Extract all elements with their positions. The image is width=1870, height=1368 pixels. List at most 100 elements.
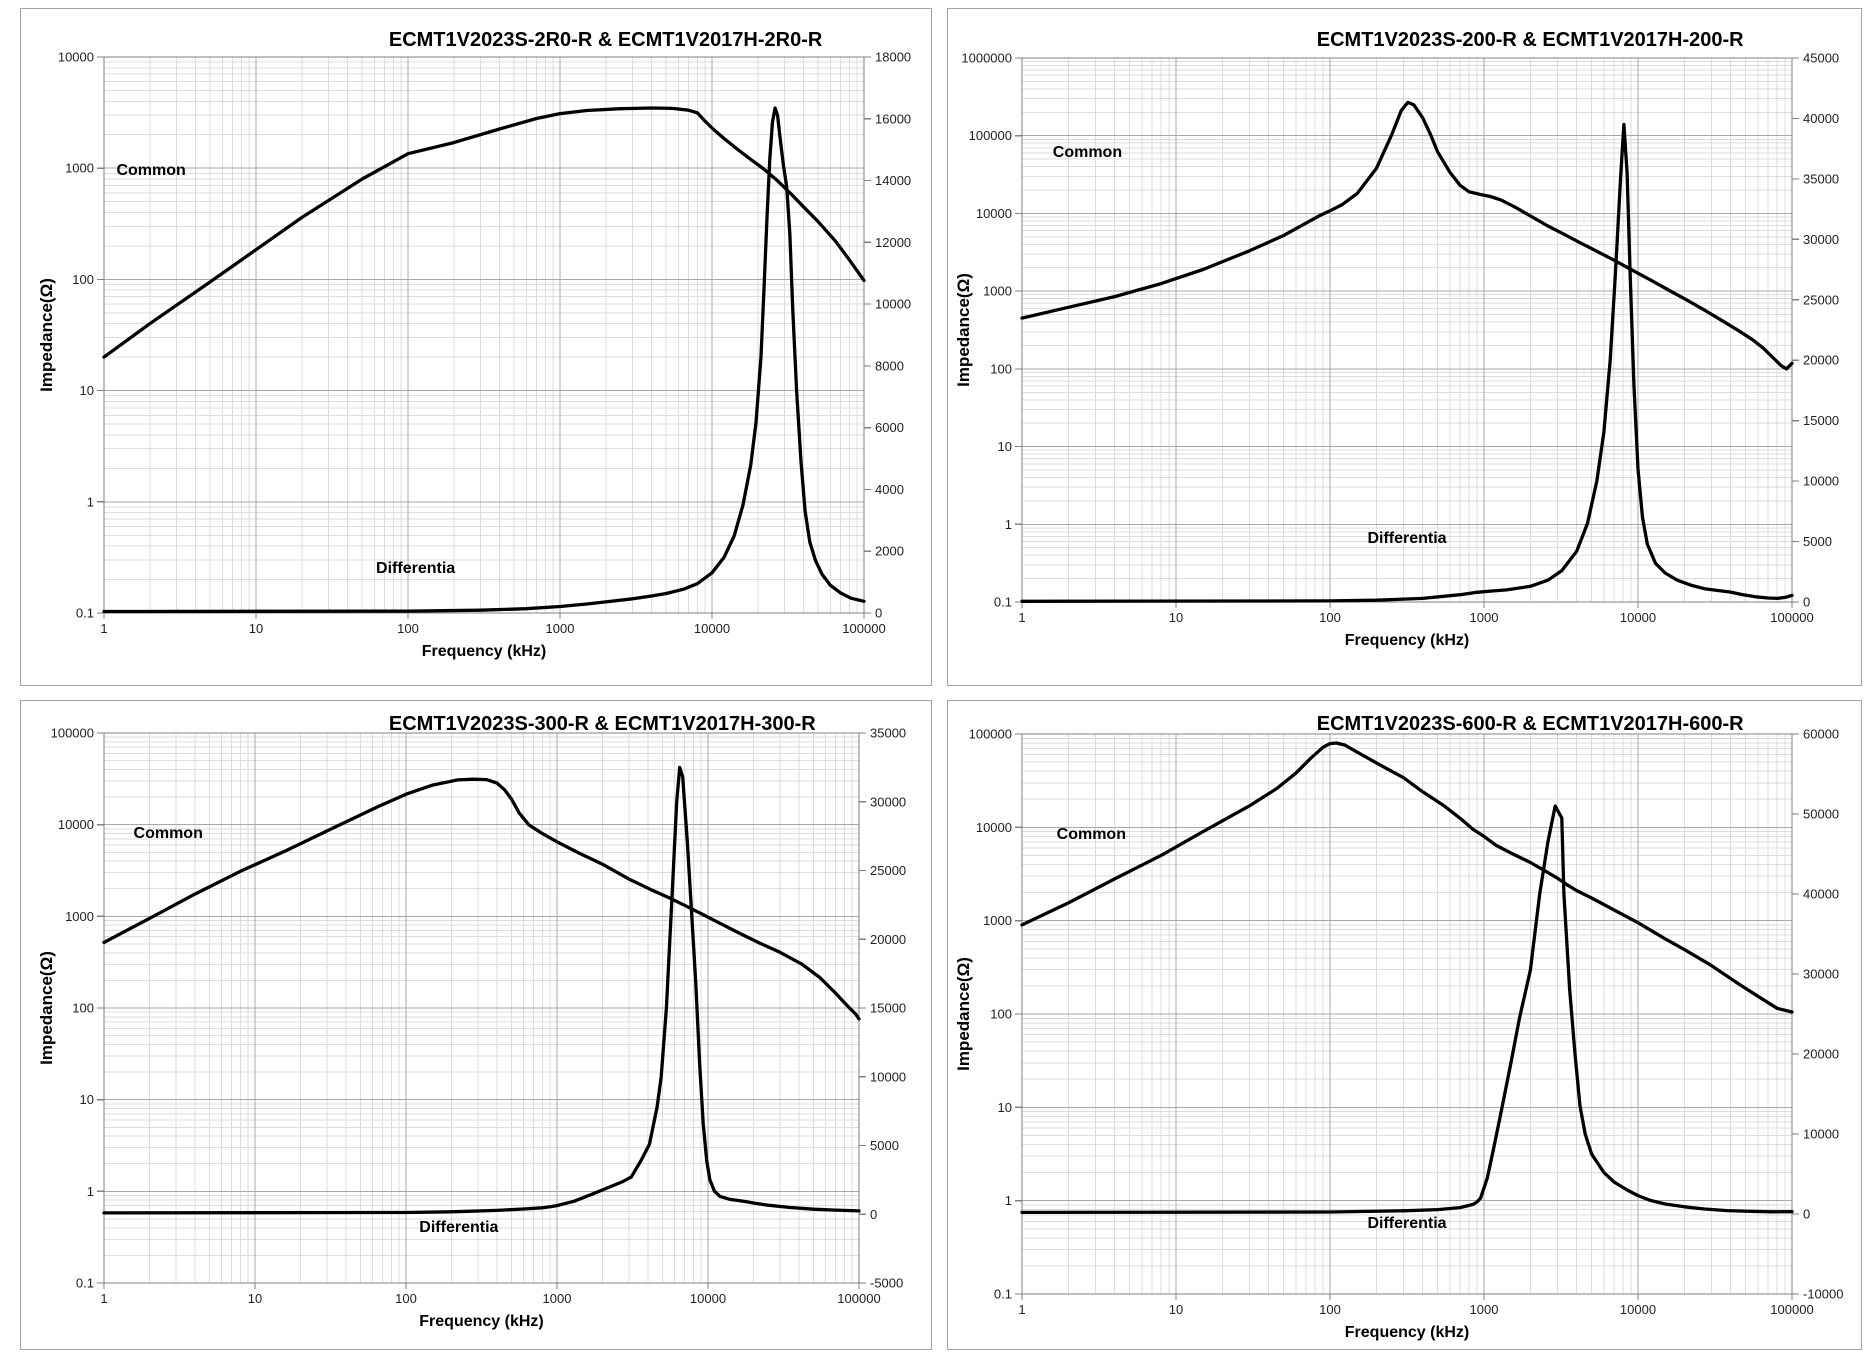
right-tick-label: 15000 — [1803, 413, 1839, 428]
chart-title: ECMT1V2023S-2R0-R & ECMT1V2017H-2R0-R — [388, 29, 823, 51]
chart-title: ECMT1V2023S-600-R & ECMT1V2017H-600-R — [1316, 713, 1744, 735]
left-tick-label: 0.1 — [994, 1287, 1012, 1302]
right-tick-label: 25000 — [1803, 292, 1839, 307]
x-tick-label: 10000 — [1620, 1302, 1656, 1317]
x-tick-label: 100 — [1319, 1302, 1341, 1317]
x-tick-label: 1000 — [1470, 610, 1499, 625]
chart-panel-2r0: 1 10 100 1000 10000 100000 10000 1000 100 10 1 0.1 1… — [20, 8, 932, 686]
left-tick-label: 100 — [72, 1001, 94, 1016]
common-curve — [102, 106, 866, 359]
y-axis-title: Impedance(Ω) — [954, 957, 973, 1071]
right-tick-label: 30000 — [1803, 967, 1839, 982]
right-tick-label: 10000 — [1803, 474, 1839, 489]
right-tick-label: 8000 — [875, 358, 904, 373]
left-tick-label: 1 — [1005, 517, 1012, 532]
left-tick-label: 1000000 — [961, 51, 1012, 66]
left-tick-label: 10 — [80, 1092, 94, 1107]
chart-panel-600: 1 10 100 1000 10000 100000 100000 10000 1000 100 1… — [947, 700, 1862, 1350]
right-tick-label: 30000 — [870, 794, 906, 809]
right-tick-label: 10000 — [875, 297, 911, 312]
right-tick-label: 14000 — [875, 173, 911, 188]
x-tick-label: 10 — [1169, 610, 1183, 625]
x-tick-label: 10000 — [694, 621, 730, 636]
right-tick-label: 10000 — [870, 1069, 906, 1084]
x-tick-label: 10000 — [1620, 610, 1656, 625]
left-tick-label: 1 — [87, 494, 94, 509]
grid-major-lines — [104, 57, 864, 613]
right-tick-label: 0 — [870, 1207, 877, 1222]
series-label-common: Common — [1056, 825, 1126, 843]
right-tick-label: 0 — [875, 606, 882, 621]
x-tick-label: 100 — [397, 621, 419, 636]
x-tick-label: 1 — [100, 621, 107, 636]
left-tick-label: 10000 — [58, 817, 94, 832]
left-tick-label: 10000 — [58, 50, 94, 65]
left-tick-label: 100 — [990, 1007, 1012, 1022]
left-tick-label: 100 — [990, 361, 1012, 376]
right-tick-label: 40000 — [1803, 111, 1839, 126]
y-axis-title: Impedance(Ω) — [37, 278, 56, 392]
right-tick-label: 25000 — [870, 863, 906, 878]
right-tick-label: 16000 — [875, 111, 911, 126]
grid-major-lines — [1022, 58, 1792, 602]
grid-major-lines — [1022, 734, 1792, 1294]
right-tick-label: 0 — [1803, 1207, 1810, 1222]
right-tick-label: 5000 — [870, 1138, 899, 1153]
right-tick-label: 18000 — [875, 50, 911, 65]
left-tick-label: 1000 — [65, 909, 94, 924]
chart-panel-200: 1 10 100 1000 10000 100000 1000000 100000 10000 1… — [947, 8, 1862, 686]
right-tick-label: 20000 — [870, 932, 906, 947]
left-tick-label: 100000 — [969, 727, 1012, 742]
right-tick-label: 40000 — [1803, 887, 1839, 902]
x-tick-label: 100000 — [842, 621, 885, 636]
right-tick-label: 5000 — [1803, 534, 1832, 549]
left-tick-label: 100 — [72, 272, 94, 287]
left-tick-label: 1000 — [65, 161, 94, 176]
left-tick-label: 10 — [998, 439, 1012, 454]
x-tick-label: 1 — [100, 1291, 107, 1306]
left-tick-label: 0.1 — [76, 606, 94, 621]
right-tick-label: 50000 — [1803, 807, 1839, 822]
x-tick-label: 100 — [395, 1291, 417, 1306]
right-tick-label: 45000 — [1803, 51, 1839, 66]
left-tick-label: 1000 — [983, 284, 1012, 299]
right-tick-label: 2000 — [875, 544, 904, 559]
left-tick-label: 0.1 — [994, 595, 1012, 610]
x-tick-label: 10 — [249, 621, 263, 636]
chart-title: ECMT1V2023S-200-R & ECMT1V2017H-200-R — [1316, 29, 1744, 51]
series-label-common: Common — [1052, 144, 1123, 162]
grid-major-lines — [104, 733, 859, 1283]
common-curve — [102, 777, 861, 1021]
chart-plot-600: 1 10 100 1000 10000 1000001000001000010001001… — [969, 727, 1844, 1318]
x-axis-title: Frequency (kHz) — [1344, 1324, 1470, 1341]
left-tick-label: 10000 — [976, 820, 1012, 835]
x-tick-label: 1 — [1018, 610, 1025, 625]
left-tick-label: 10 — [998, 1100, 1012, 1115]
left-tick-label: 1 — [87, 1184, 94, 1199]
right-tick-label: 0 — [1803, 595, 1810, 610]
differentia-curve — [1020, 804, 1794, 1215]
differentia-curve — [102, 106, 866, 614]
y-axis-title: Impedance(Ω) — [954, 273, 973, 387]
x-tick-label: 1000 — [546, 621, 575, 636]
y-axis-title: Impedance(Ω) — [37, 951, 56, 1065]
right-tick-label: 20000 — [1803, 1047, 1839, 1062]
x-tick-label: 1000 — [1470, 1302, 1499, 1317]
grid-minor-lines — [104, 57, 864, 613]
left-tick-label: 10 — [80, 383, 94, 398]
chart-plot-200: 1 10 100 1000 10000 1000001000000100000100001… — [961, 51, 1839, 626]
x-tick-label: 1000 — [543, 1291, 572, 1306]
left-tick-label: 1 — [1005, 1193, 1012, 1208]
common-curve — [1020, 741, 1794, 1014]
x-axis-title: Frequency (kHz) — [421, 643, 547, 660]
chart-title: ECMT1V2023S-300-R & ECMT1V2017H-300-R — [388, 713, 816, 735]
x-tick-label: 100 — [1319, 610, 1341, 625]
left-tick-label: 1000 — [983, 913, 1012, 928]
series-label-common: Common — [116, 161, 186, 179]
differentia-curve — [1020, 122, 1794, 603]
right-tick-label: 30000 — [1803, 232, 1839, 247]
common-curve — [1020, 100, 1794, 371]
plot-frame — [103, 56, 865, 614]
right-tick-label: 20000 — [1803, 353, 1839, 368]
